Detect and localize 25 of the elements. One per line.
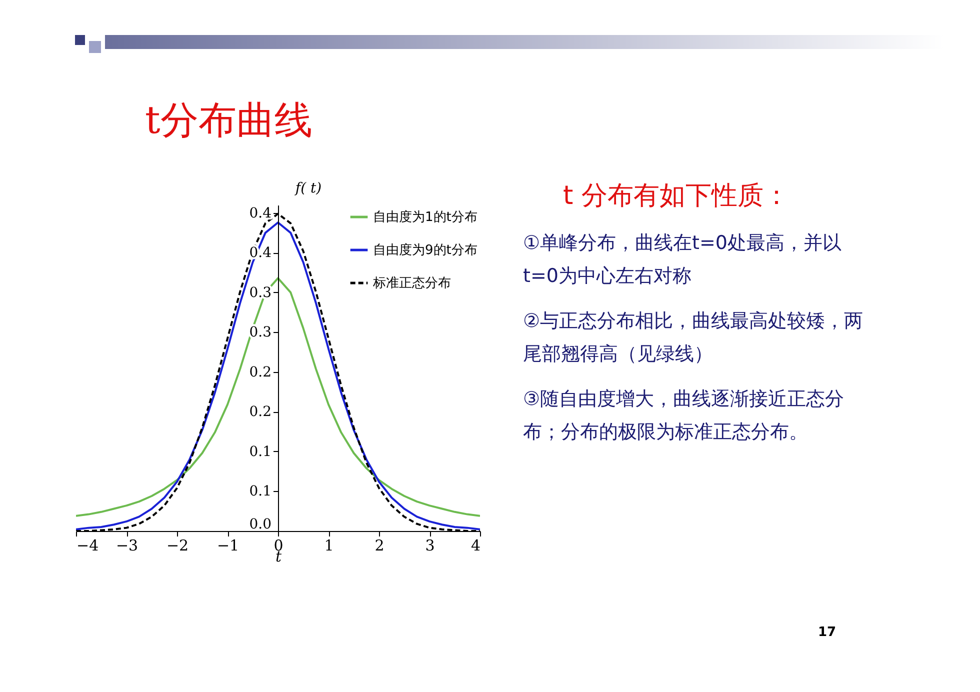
x-tick-label: −4: [76, 536, 99, 554]
y-tick-label: 0.2: [249, 364, 272, 380]
text: t 分布有如下性质：: [563, 180, 790, 213]
legend-label: 自由度为9的t分布: [373, 242, 478, 258]
text: ①单峰分布，曲线在t=0处最高，并以t=0为中心左右对称: [523, 231, 842, 289]
line-series: [76, 277, 480, 517]
x-tick-label: −1: [216, 536, 240, 554]
y-tick-label: 0.0: [249, 516, 272, 532]
x-tick-label: −2: [166, 536, 189, 554]
y-tick-label: 0.1: [249, 484, 272, 500]
text: 17: [818, 625, 836, 640]
x-tick-label: 1: [324, 536, 334, 554]
x-tick-label: −3: [116, 536, 138, 554]
text: ②与正态分布相比，曲线最高处较矮，两尾部翘得高（见绿线）: [523, 309, 864, 367]
y-tick-label: 0.1: [249, 444, 272, 460]
chart-title: t分布曲线: [145, 97, 312, 144]
x-tick-label: 2: [374, 536, 384, 554]
text: ③随自由度增大，曲线逐渐接近正态分布；分布的极限为标准正态分布。: [523, 387, 846, 445]
x-tick-label: 3: [425, 536, 435, 554]
x-tick-label: 4: [470, 536, 480, 554]
y-axis-title: f( t): [294, 180, 322, 196]
y-tick-label: 0.4: [249, 205, 272, 222]
legend-label: 自由度为1的t分布: [373, 209, 478, 225]
legend-label: 标准正态分布: [372, 276, 451, 291]
y-tick-label: 0.2: [249, 404, 272, 420]
